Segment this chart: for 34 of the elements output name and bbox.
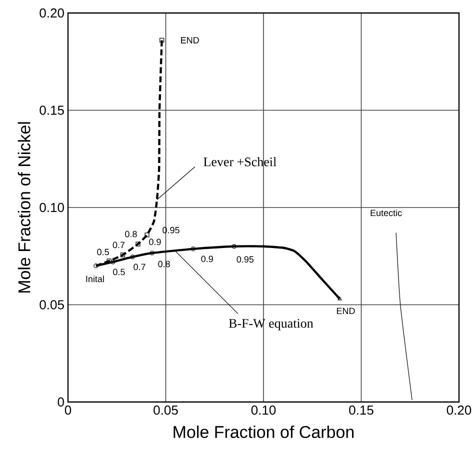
x-tick-label: 0.05 (154, 406, 178, 415)
y-axis-title: Mole Fraction of Nickel (18, 122, 30, 293)
annotation: 0.5 (113, 268, 125, 276)
point (190, 246, 196, 252)
annotation: 0.95 (236, 256, 254, 263)
y-tick-label: 0.20 (40, 8, 64, 18)
point (130, 254, 135, 260)
y-tick-label: 0.15 (40, 106, 64, 115)
point (136, 242, 140, 246)
annotation: END (336, 308, 355, 314)
y-tick-label: 0 (58, 397, 64, 407)
x-tick-label: 0.15 (349, 406, 374, 415)
annotation: Inital (86, 276, 104, 282)
point (150, 250, 154, 256)
y-tick-label: 0.05 (40, 300, 64, 310)
point (338, 296, 342, 300)
x-tick-label: 0.10 (251, 406, 276, 415)
x-axis-title: Mole Fraction of Carbon (174, 426, 354, 438)
point (232, 244, 236, 249)
annotation: 0.7 (134, 264, 146, 270)
point (94, 264, 98, 268)
point (160, 38, 164, 43)
y-tick-label: 0.10 (40, 202, 64, 212)
x-tick-label: 0.20 (446, 406, 472, 415)
x-tick-label: 0 (64, 406, 72, 415)
point (144, 232, 150, 238)
annotation: 0.7 (112, 242, 125, 248)
annotation: END (181, 37, 199, 44)
annotation: 0.9 (149, 238, 161, 246)
annotation: 0.9 (201, 256, 213, 262)
annotation: Eutectic (370, 209, 402, 216)
annotation: 0.5 (97, 248, 109, 256)
annotation: 0.8 (125, 230, 137, 238)
point (120, 252, 126, 258)
